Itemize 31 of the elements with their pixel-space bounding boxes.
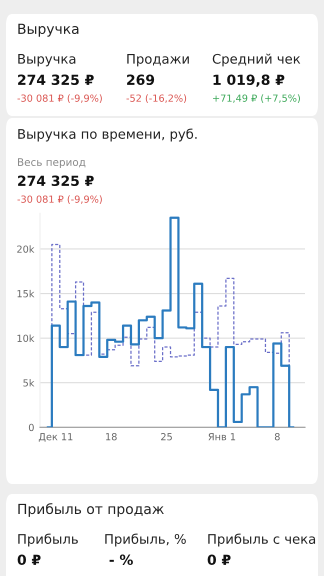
text: -30 081 ₽ (-9,9%) [17,195,102,204]
y-tick-label: 10k [18,334,34,342]
x-tick-label: 8 [274,433,280,440]
text: 0 ₽ [208,554,231,566]
text: Выручка [18,54,76,66]
x-tick-label: Дек 11 [38,433,72,442]
y-tick-label: 0 [28,424,34,432]
text: 1 019,8 ₽ [214,74,284,87]
x-tick-label: 18 [106,433,117,440]
y-tick-label: 5k [23,379,34,387]
x-tick-label: 25 [161,433,172,440]
text: 274 325 ₽ [18,176,94,186]
text: 0 ₽ [18,554,41,566]
text: Прибыль с чека [208,534,316,546]
text: +71,49 ₽ (+7,5%) [213,94,300,103]
text: - % [110,554,133,566]
y-tick-label: 20k [17,245,34,253]
text: 274 325 ₽ [18,74,94,86]
text: 269 [127,74,154,86]
text: Прибыль от продаж [18,503,164,517]
text: -30 081 ₽ (-9,9%) [17,94,102,103]
text: Выручка [18,24,78,37]
text: Прибыль [18,534,78,546]
chart-subtitle: Весь период [18,158,86,168]
text: Прибыль, % [105,534,186,546]
text: Средний чек [212,54,300,66]
text: Продажи [127,54,189,66]
y-tick-label: 15k [18,290,34,298]
chart-title: Выручка по времени, руб. [18,128,197,142]
x-tick-label: Янв 1 [208,433,236,440]
text: -52 (-16,2%) [126,94,186,103]
